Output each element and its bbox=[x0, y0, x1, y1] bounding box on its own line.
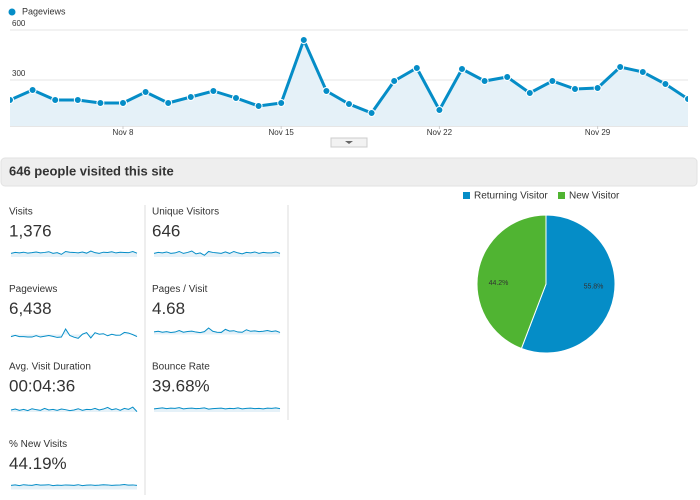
point bbox=[367, 109, 376, 117]
sparkline-area bbox=[154, 251, 280, 257]
point bbox=[503, 73, 512, 81]
metric-label: Visits bbox=[9, 207, 33, 218]
metric-value: 44.19% bbox=[9, 454, 67, 473]
sparkline-area bbox=[154, 328, 280, 335]
metric-label: Pages / Visit bbox=[152, 284, 208, 295]
point bbox=[458, 65, 466, 73]
y-tick-label: 600 bbox=[12, 19, 26, 28]
point bbox=[571, 85, 579, 93]
point bbox=[638, 68, 647, 76]
sparkline-area bbox=[11, 328, 137, 339]
sparkline bbox=[153, 407, 281, 410]
x-tick-label: Nov 15 bbox=[269, 128, 295, 137]
metric-label: Unique Visitors bbox=[152, 207, 219, 218]
sparkline bbox=[10, 406, 138, 412]
sparkline bbox=[153, 250, 281, 256]
metric-value: 00:04:36 bbox=[9, 376, 75, 395]
point bbox=[164, 99, 173, 107]
metric-label: % New Visits bbox=[9, 439, 67, 450]
point bbox=[73, 96, 82, 104]
metric-value: 1,376 bbox=[9, 221, 52, 240]
legend-swatch bbox=[558, 192, 565, 199]
legend-label: Pageviews bbox=[22, 6, 66, 16]
sparkline-area bbox=[11, 251, 137, 257]
section-title: 646 people visited this site bbox=[9, 163, 174, 178]
area bbox=[10, 40, 688, 126]
point bbox=[10, 96, 14, 104]
point bbox=[661, 80, 670, 88]
slice-label: 44.2% bbox=[489, 280, 509, 287]
point bbox=[525, 89, 534, 97]
point bbox=[390, 77, 399, 85]
point bbox=[684, 95, 688, 103]
x-tick-label: Nov 29 bbox=[585, 128, 611, 137]
point bbox=[435, 106, 444, 114]
point bbox=[186, 93, 195, 101]
legend-swatch bbox=[463, 192, 470, 199]
point bbox=[322, 87, 331, 95]
sparkline bbox=[10, 250, 138, 255]
slice-label: 55.8% bbox=[584, 284, 604, 291]
point bbox=[51, 96, 60, 104]
point bbox=[299, 36, 308, 44]
metric-value: 6,438 bbox=[9, 299, 52, 318]
x-tick-label: Nov 22 bbox=[427, 128, 453, 137]
point bbox=[119, 99, 127, 107]
metric-label: Pageviews bbox=[9, 284, 57, 295]
point bbox=[254, 102, 263, 110]
sparkline bbox=[153, 327, 281, 334]
point bbox=[96, 99, 105, 107]
section-header bbox=[0, 157, 698, 187]
metric-label: Bounce Rate bbox=[152, 362, 210, 373]
metric-value: 646 bbox=[152, 221, 180, 240]
metric-label: Avg. Visit Duration bbox=[9, 362, 91, 373]
x-tick-label: Nov 8 bbox=[113, 128, 134, 137]
point bbox=[548, 77, 557, 85]
point bbox=[232, 94, 240, 102]
handle-arrow bbox=[345, 141, 353, 144]
point bbox=[277, 99, 286, 107]
legend-label: Returning Visitor bbox=[474, 191, 548, 202]
point bbox=[345, 100, 353, 108]
y-tick-label: 300 bbox=[12, 69, 26, 78]
point bbox=[28, 86, 37, 94]
pie-slice bbox=[520, 214, 616, 354]
point bbox=[593, 84, 602, 92]
point bbox=[209, 87, 218, 95]
legend-dot bbox=[8, 8, 16, 16]
point bbox=[141, 88, 150, 96]
metric-value: 4.68 bbox=[152, 299, 185, 318]
sparkline bbox=[10, 483, 138, 487]
legend-label: New Visitor bbox=[569, 191, 620, 202]
pie-slice bbox=[476, 214, 547, 350]
sparkline-area bbox=[11, 484, 137, 490]
point bbox=[480, 77, 489, 85]
metric-value: 39.68% bbox=[152, 376, 210, 395]
plot bbox=[10, 35, 688, 126]
sparkline bbox=[10, 327, 138, 339]
point bbox=[616, 63, 625, 71]
point bbox=[412, 64, 421, 72]
